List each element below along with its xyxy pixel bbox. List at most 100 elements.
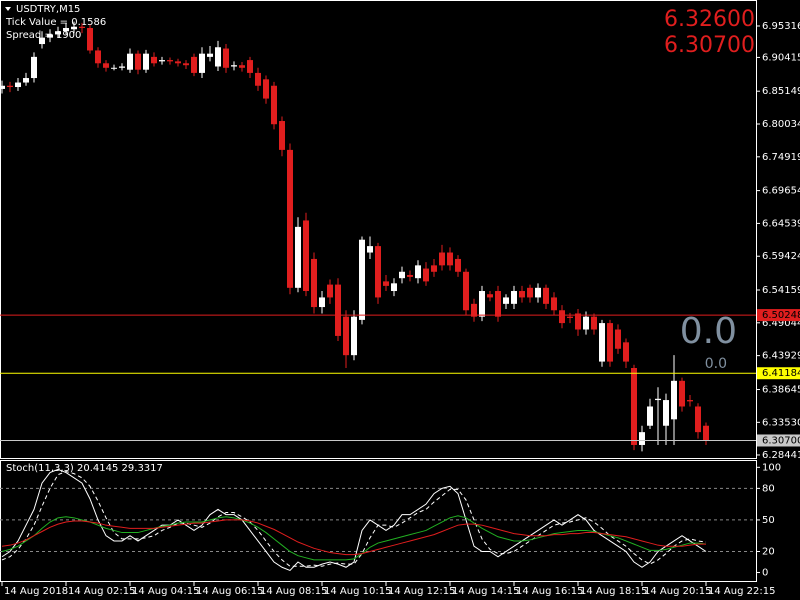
- ask-price: 6.30700: [664, 33, 755, 58]
- y-tick-label: 6.80034: [762, 119, 800, 130]
- candle-body: [383, 281, 389, 286]
- candle-body: [639, 432, 645, 445]
- price-line-tag: [757, 309, 800, 322]
- tick-value: Tick Value = 0.1586: [5, 17, 106, 28]
- candle-body: [391, 283, 397, 292]
- menu-arrow[interactable]: [5, 7, 11, 11]
- candle-body: [87, 28, 93, 51]
- x-tick-label: 14 Aug 2018: [4, 586, 68, 597]
- y-tick-label: 6.33530: [762, 417, 800, 428]
- candle-body: [319, 297, 325, 308]
- x-tick-label: 14 Aug 04:15: [132, 586, 199, 597]
- y-tick-label: 80: [762, 483, 775, 494]
- candle-body: [527, 287, 533, 298]
- x-tick-label: 14 Aug 22:15: [708, 586, 775, 597]
- candle-body: [247, 60, 253, 73]
- y-tick-label: 6.95316: [762, 21, 800, 32]
- candle-body: [367, 246, 373, 253]
- candle-body: [647, 406, 653, 426]
- price-line-label: 6.41184: [762, 368, 800, 379]
- indicator-line: [1, 515, 707, 561]
- y-tick-label: 6.38645: [762, 385, 800, 396]
- candle-body: [575, 313, 581, 330]
- candle-body: [415, 265, 421, 279]
- candle-body: [703, 425, 709, 441]
- y-tick-label: 0: [762, 568, 768, 579]
- candle-body: [7, 85, 13, 88]
- y-tick-label: 6.54159: [762, 285, 800, 296]
- candle-body: [279, 121, 285, 150]
- candle-body: [583, 316, 589, 330]
- candle-body: [71, 26, 77, 30]
- y-tick-label: 6.74919: [762, 152, 800, 163]
- candle-body: [495, 291, 501, 317]
- x-tick-label: 14 Aug 14:15: [452, 586, 519, 597]
- candle-body: [463, 271, 469, 311]
- candle-body: [591, 316, 597, 330]
- candle-body: [143, 53, 149, 70]
- x-tick-label: 14 Aug 02:15: [68, 586, 135, 597]
- sub-frame: [0, 460, 757, 582]
- y-tick-label: 6.28441: [762, 450, 800, 461]
- candle-body: [303, 220, 309, 292]
- candle-body: [55, 31, 61, 35]
- indicator-title: Stoch(11,3,3) 20.4145 29.3317: [6, 463, 163, 474]
- price-line-tag: [757, 367, 800, 380]
- candle-body: [631, 367, 637, 445]
- candle-body: [15, 82, 21, 88]
- candle-body: [567, 316, 573, 318]
- main-frame: [0, 0, 757, 459]
- candle-body: [607, 323, 613, 362]
- candle-body: [255, 72, 261, 86]
- x-tick-label: 14 Aug 12:15: [388, 586, 455, 597]
- candle-body: [167, 60, 173, 62]
- candle-body: [343, 316, 349, 356]
- candle-body: [0, 85, 5, 89]
- y-tick-label: 6.43929: [762, 351, 800, 362]
- candle-body: [623, 342, 629, 362]
- x-tick-label: 14 Aug 06:15: [196, 586, 263, 597]
- candle-body: [479, 291, 485, 317]
- candle-body: [95, 50, 101, 64]
- candle-body: [423, 268, 429, 282]
- y-tick-label: 6.90415: [762, 52, 800, 63]
- price-line-label: 6.30700: [762, 435, 800, 446]
- symbol: USDTRY,M15: [16, 4, 80, 15]
- candle-body: [199, 53, 205, 73]
- candle-body: [215, 47, 221, 67]
- candle-body: [399, 271, 405, 279]
- candle-body: [311, 258, 317, 308]
- candle-body: [431, 265, 437, 272]
- candle-body: [695, 406, 701, 433]
- candle-body: [207, 53, 213, 57]
- candle-body: [263, 79, 269, 99]
- candle-body: [271, 85, 277, 125]
- candle-body: [511, 291, 517, 304]
- x-tick-label: 14 Aug 10:15: [324, 586, 391, 597]
- candle-body: [111, 67, 117, 69]
- candle-body: [63, 28, 69, 32]
- candle-body: [135, 53, 141, 70]
- candle-body: [295, 226, 301, 288]
- y-tick-label: 20: [762, 546, 775, 557]
- candle-body: [151, 56, 157, 64]
- candle-body: [559, 310, 565, 324]
- candle-body: [79, 26, 85, 29]
- candle-body: [671, 380, 677, 420]
- candle-body: [335, 284, 341, 336]
- indicator-line: [1, 468, 707, 572]
- candle-body: [543, 287, 549, 304]
- candle-body: [223, 48, 229, 68]
- y-tick-label: 6.49044: [762, 318, 800, 329]
- price-line-label: 6.50248: [762, 310, 800, 321]
- y-tick-label: 50: [762, 515, 775, 526]
- candle-body: [375, 246, 381, 298]
- candle-body: [687, 400, 693, 402]
- y-tick-label: 6.64539: [762, 218, 800, 229]
- indicator-line: [1, 519, 706, 556]
- candle-body: [31, 56, 37, 79]
- candle-body: [359, 239, 365, 320]
- candle-body: [175, 61, 181, 64]
